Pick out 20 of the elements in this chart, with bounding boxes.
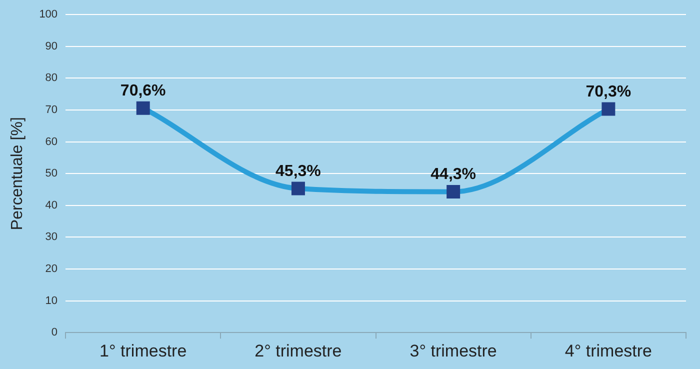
x-tick-label: 1° trimestre xyxy=(100,341,187,360)
y-tick-label: 70 xyxy=(45,104,58,116)
y-tick-label: 20 xyxy=(45,263,58,276)
y-tick-label: 60 xyxy=(45,136,58,148)
data-label: 70,6% xyxy=(120,82,166,100)
y-tick-label: 100 xyxy=(39,8,58,21)
y-tick-label: 10 xyxy=(45,294,58,307)
y-tick-label: 30 xyxy=(45,231,58,244)
y-tick-label: 80 xyxy=(45,72,58,84)
x-tick-label: 4° trimestre xyxy=(564,341,652,360)
x-tick-label: 3° trimestre xyxy=(410,341,497,360)
y-tick-label: 0 xyxy=(51,326,58,339)
y-tick-label: 40 xyxy=(45,199,58,212)
y-tick-label: 90 xyxy=(45,40,58,52)
y-tick-label: 50 xyxy=(45,168,58,180)
data-label: 44,3% xyxy=(430,166,476,184)
x-tick-label: 2° trimestre xyxy=(254,341,342,360)
y-axis-title: Percentuale [%] xyxy=(9,117,26,230)
data-label: 70,3% xyxy=(586,83,632,100)
data-label: 45,3% xyxy=(276,162,321,180)
